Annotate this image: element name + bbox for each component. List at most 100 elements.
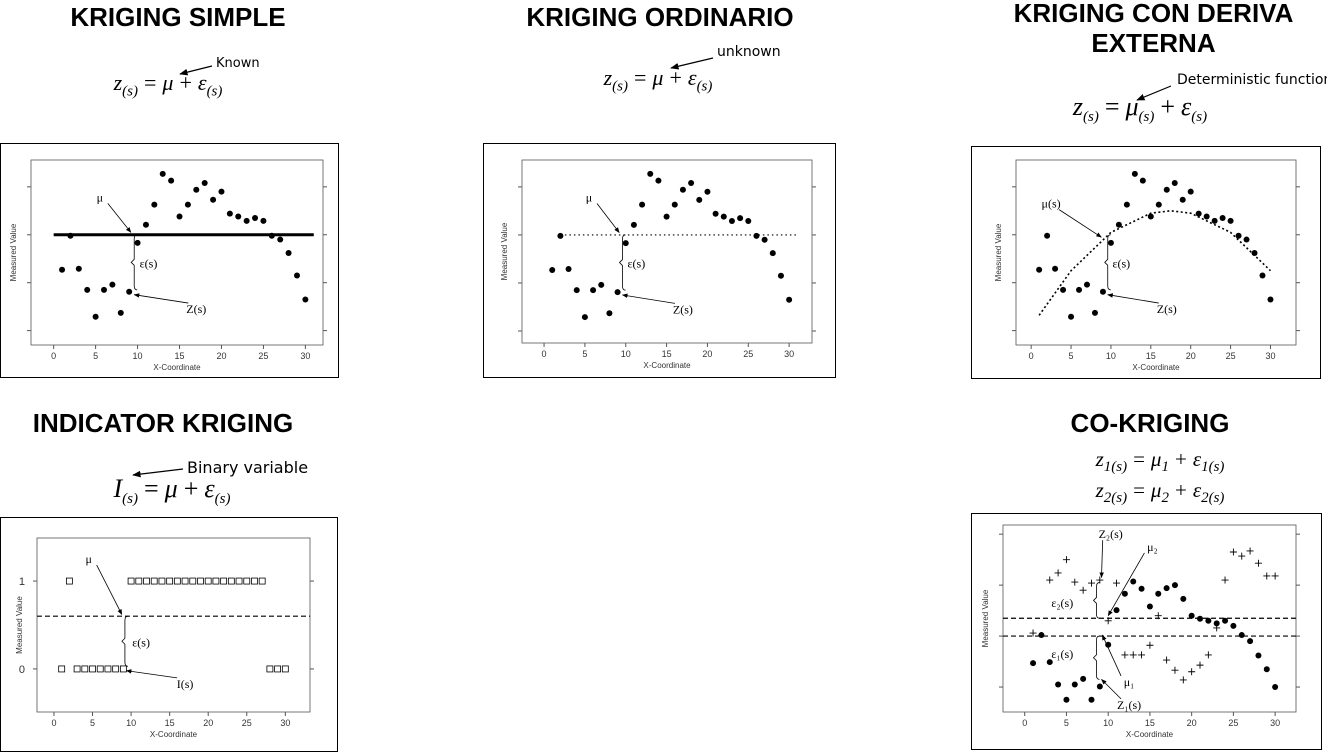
annotation-arrow [133,293,189,304]
data-point [549,266,556,273]
data-point [235,577,243,585]
data-point [1046,659,1053,666]
data-point [184,201,191,208]
data-point [1213,624,1221,632]
data-point [1138,585,1145,592]
y-tick-label: 0 [19,664,25,676]
x-tick-label: 10 [621,349,631,359]
formula-subscript: (s) [1191,109,1208,126]
data-point [1180,595,1187,602]
x-tick-label: 20 [1186,351,1196,361]
data-point [679,186,686,193]
x-tick-label: 25 [1228,718,1238,728]
data-point [293,272,300,279]
x-tick-label: 25 [258,351,268,361]
data-point [1203,213,1210,220]
data-point [101,286,107,293]
formula: z(s) = μ + ε(s) [604,65,713,95]
data-point [614,289,621,296]
data-point [96,665,104,673]
formula-operator: + [183,474,199,503]
data-point [1163,186,1170,193]
brace [1104,234,1111,291]
data-point [1129,651,1137,659]
x-tick-label: 25 [1226,351,1236,361]
x-tick-label: 5 [1069,351,1074,361]
data-point [557,232,564,239]
formula-symbol: I [113,474,123,503]
brace [121,615,128,667]
annotation-note: Deterministic function [1177,72,1327,88]
brace [1092,582,1100,619]
data-point [630,221,637,228]
x-tick-label: 20 [1187,718,1197,728]
panel-title: KRIGING ORDINARIO [526,2,794,32]
data-point [1254,559,1262,567]
data-point [1188,612,1195,619]
formula-subscript: 2 [1161,490,1169,507]
plot-annotation: μ(s) [1042,197,1061,211]
data-point [218,188,225,195]
data-point [622,240,629,247]
formula-symbol: z [113,70,123,95]
data-point [1087,579,1095,587]
data-point [1263,666,1270,673]
formula-symbol: μ [1150,447,1162,471]
data-point [181,577,189,585]
formula-symbol: μ [1150,478,1162,502]
data-point [243,577,251,585]
plot-annotation: ε(s) [628,257,646,271]
data-point [1130,578,1137,585]
data-point [1171,582,1178,589]
data-point [1088,696,1095,703]
x-tick-label: 20 [203,718,213,728]
x-tick-label: 20 [702,349,712,359]
formula-symbol: z [1095,478,1104,502]
formula-symbol: ε [197,70,207,95]
x-axis-label: X-Coordinate [1132,363,1180,372]
data-point [126,288,133,295]
data-point [302,296,309,303]
x-tick-label: 10 [1106,351,1116,361]
plot-frame [971,513,1322,750]
panel-title: KRIGING SIMPLE [70,2,286,32]
formula-subscript: (s) [1082,109,1099,126]
data-point [1091,309,1098,316]
data-point [73,665,81,673]
data-point [704,188,711,195]
data-point [143,577,150,585]
plot-annotation: Z₂(s) [1099,527,1123,541]
formula-operator: = [144,70,157,95]
note-arrow [1136,85,1172,101]
formula-operator: = [144,474,159,503]
data-point [277,236,284,243]
data-point [127,577,135,585]
data-point [1036,266,1043,273]
data-point [1187,188,1194,195]
panel-title: KRIGING CON DERIVA EXTERNA [1013,0,1294,58]
brace [618,234,626,291]
trend-curve [1038,209,1272,316]
formula-symbol: μ [652,65,664,90]
data-point [1029,629,1037,637]
data-point [142,221,149,228]
plot-annotation: μ₂ [1147,540,1158,554]
data-point [1080,675,1087,682]
x-axis-label: X-Coordinate [643,361,691,370]
plot-frame [971,146,1321,379]
data-point [761,236,768,243]
plot-annotation: I(s) [177,677,194,691]
x-tick-label: 30 [784,349,794,359]
data-point [1227,217,1234,224]
formula-operator: + [1174,447,1187,471]
data-point [606,310,613,317]
data-point [166,577,174,585]
formula-symbol: μ [164,474,178,503]
note-arrow [132,468,184,478]
data-point [663,213,670,220]
data-point [173,577,181,585]
formula-subscript: (s) [122,83,138,100]
y-axis-label: Measured Value [500,222,509,280]
data-point [1062,556,1070,564]
